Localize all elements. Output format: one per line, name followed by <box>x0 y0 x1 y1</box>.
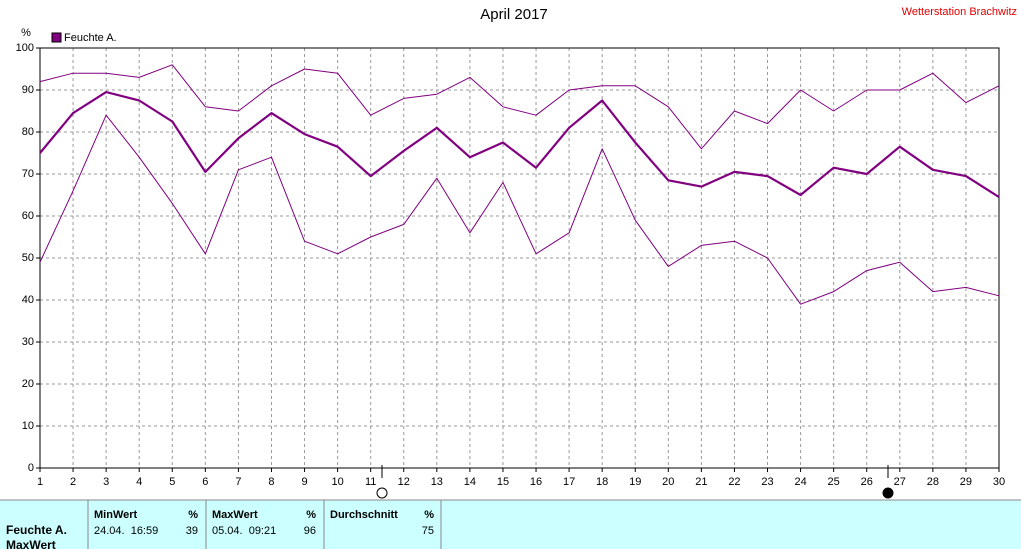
x-tick-label: 12 <box>398 476 410 488</box>
x-tick-label: 25 <box>828 476 840 488</box>
y-axis-label: % <box>21 27 31 39</box>
new-moon-icon <box>376 487 388 499</box>
x-tick-label: 2 <box>70 476 76 488</box>
x-tick-label: 28 <box>927 476 939 488</box>
table-header: MaxWert <box>212 509 258 521</box>
series-line <box>39 90 1000 199</box>
table-cell: 75 <box>422 525 434 537</box>
y-tick-label: 50 <box>22 252 34 264</box>
table-bg <box>0 500 1021 549</box>
y-tick-label: 70 <box>22 168 34 180</box>
x-tick-label: 5 <box>169 476 175 488</box>
table-cell: 96 <box>304 525 316 537</box>
legend-label: Feuchte A. <box>64 32 117 44</box>
table-cell: 39 <box>186 525 198 537</box>
x-tick-label: 14 <box>464 476 476 488</box>
y-tick-label: 60 <box>22 210 34 222</box>
x-tick-label: 19 <box>629 476 641 488</box>
x-tick-label: 29 <box>960 476 972 488</box>
x-tick-label: 4 <box>136 476 142 488</box>
table-header: MinWert <box>94 509 138 521</box>
x-tick-label: 16 <box>530 476 542 488</box>
y-tick-label: 80 <box>22 126 34 138</box>
y-tick-label: 100 <box>16 42 34 54</box>
y-tick-label: 30 <box>22 336 34 348</box>
full-moon-icon <box>882 487 894 499</box>
row-label: Feuchte A. <box>6 523 67 537</box>
legend-swatch <box>51 32 62 43</box>
row-label: MaxWert <box>6 538 56 549</box>
table-header: % <box>424 509 434 521</box>
x-tick-label: 20 <box>662 476 674 488</box>
x-tick-label: 3 <box>103 476 109 488</box>
x-tick-label: 7 <box>235 476 241 488</box>
chart-title: April 2017 <box>480 6 548 23</box>
y-tick-label: 0 <box>28 462 34 474</box>
plot-frame <box>39 47 1000 469</box>
x-tick-label: 8 <box>268 476 274 488</box>
stats-table: MinWert % MaxWert % Durchschnitt % Feuch… <box>0 499 1021 549</box>
x-tick-label: 10 <box>331 476 343 488</box>
x-tick-label: 27 <box>894 476 906 488</box>
table-header: % <box>306 509 316 521</box>
x-tick-label: 18 <box>596 476 608 488</box>
x-tick-label: 24 <box>794 476 806 488</box>
x-tick-label: 26 <box>861 476 873 488</box>
y-tick-label: 20 <box>22 378 34 390</box>
y-tick-label: 10 <box>22 420 34 432</box>
x-tick-label: 17 <box>563 476 575 488</box>
x-tick-label: 15 <box>497 476 509 488</box>
x-tick-label: 9 <box>301 476 307 488</box>
table-cell: 05.04. 09:21 <box>212 525 276 537</box>
station-name: Wetterstation Brachwitz <box>902 6 1017 18</box>
table-cell: 24.04. 16:59 <box>94 525 158 537</box>
x-tick-label: 22 <box>728 476 740 488</box>
x-tick-label: 23 <box>761 476 773 488</box>
x-tick-label: 21 <box>695 476 707 488</box>
x-tick-label: 13 <box>431 476 443 488</box>
y-tick-label: 40 <box>22 294 34 306</box>
x-tick-label: 1 <box>37 476 43 488</box>
x-tick-label: 30 <box>993 476 1005 488</box>
x-tick-label: 6 <box>202 476 208 488</box>
x-tick-label: 11 <box>365 476 376 488</box>
series-line <box>39 64 1000 150</box>
y-tick-label: 90 <box>22 84 34 96</box>
series-line <box>39 114 1000 305</box>
table-header: Durchschnitt <box>330 509 398 521</box>
table-header: % <box>188 509 198 521</box>
